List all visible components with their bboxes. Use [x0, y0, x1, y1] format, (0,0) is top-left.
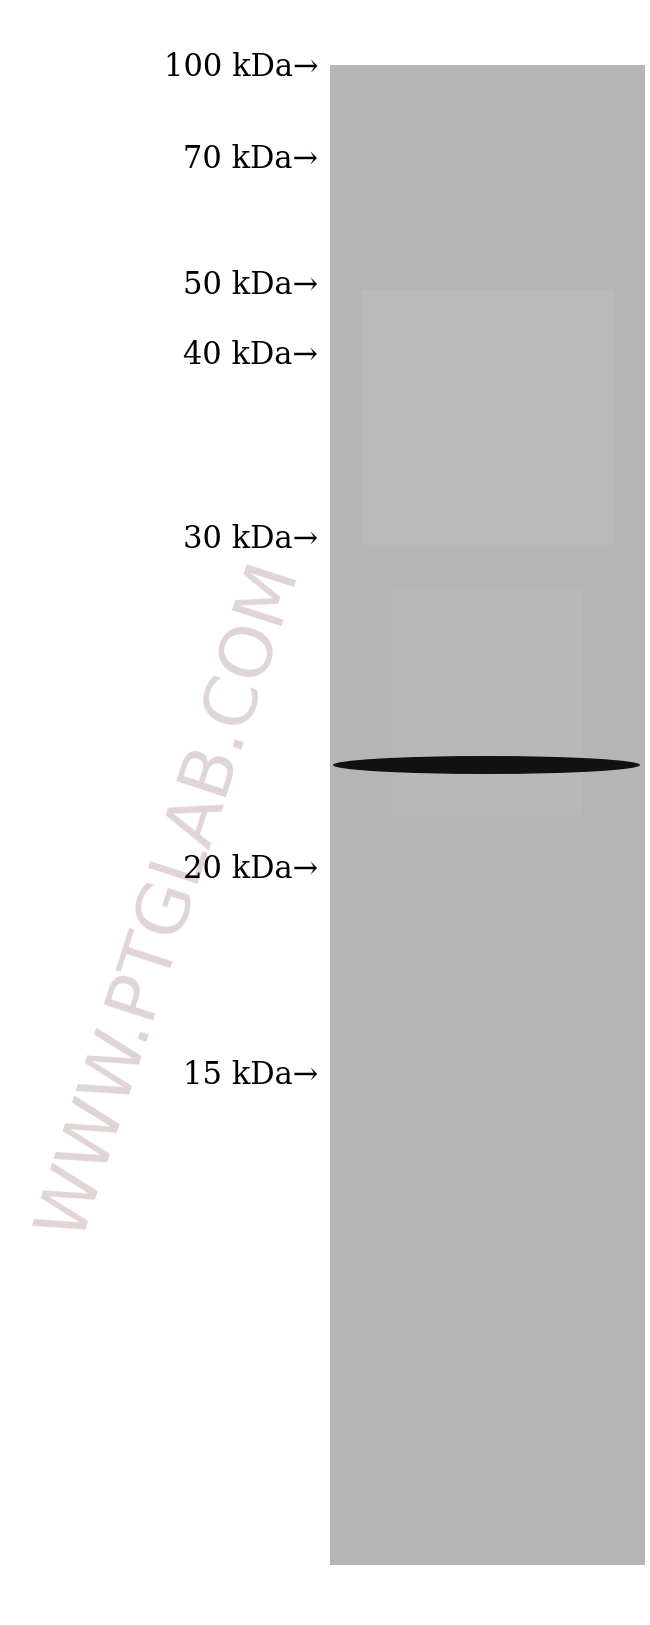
- Text: 30 kDa→: 30 kDa→: [183, 525, 318, 556]
- Text: 15 kDa→: 15 kDa→: [183, 1060, 318, 1090]
- Text: 100 kDa→: 100 kDa→: [164, 52, 318, 83]
- Text: WWW.PTGLAB.COM: WWW.PTGLAB.COM: [28, 554, 312, 1246]
- Bar: [330, 65, 645, 1565]
- Ellipse shape: [333, 756, 640, 773]
- Text: 20 kDa→: 20 kDa→: [183, 855, 318, 886]
- Text: 40 kDa→: 40 kDa→: [183, 340, 318, 370]
- Text: 70 kDa→: 70 kDa→: [183, 145, 318, 176]
- Text: 50 kDa→: 50 kDa→: [183, 270, 318, 301]
